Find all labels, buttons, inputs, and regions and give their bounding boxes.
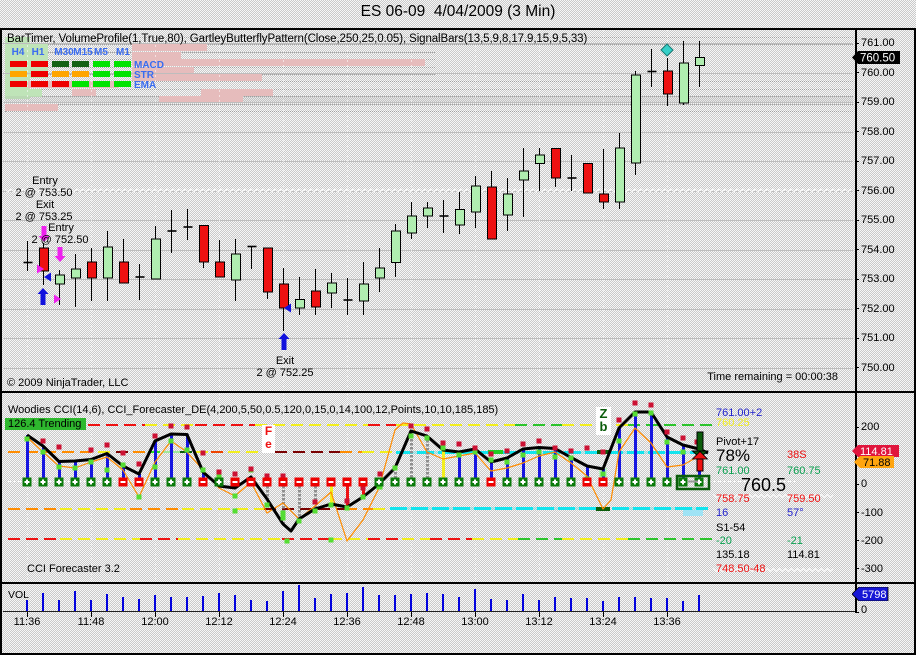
svg-text:760.50: 760.50 <box>860 53 895 65</box>
svg-text:114.81: 114.81 <box>860 446 893 458</box>
svg-text:71.88: 71.88 <box>863 457 891 469</box>
svg-text:5798: 5798 <box>862 589 886 601</box>
